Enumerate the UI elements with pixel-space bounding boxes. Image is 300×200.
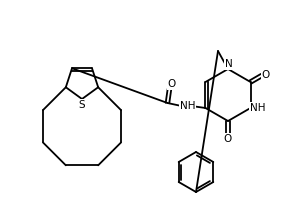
Text: O: O: [167, 79, 175, 89]
Text: NH: NH: [180, 101, 195, 111]
Text: O: O: [262, 70, 270, 79]
Text: N: N: [225, 59, 233, 69]
Text: O: O: [224, 134, 232, 144]
Text: NH: NH: [250, 103, 265, 113]
Text: S: S: [79, 100, 85, 110]
